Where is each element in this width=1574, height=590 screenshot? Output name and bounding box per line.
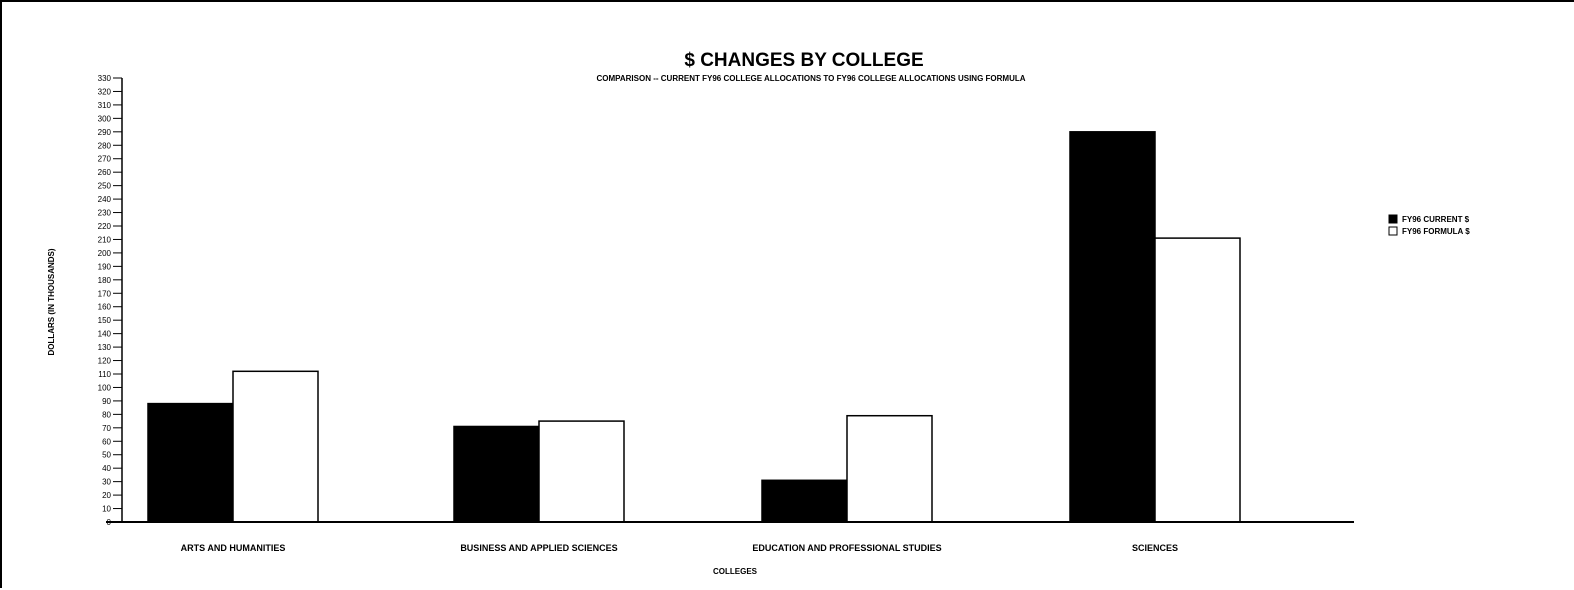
y-tick-label: 300 (98, 114, 112, 123)
y-tick-label: 290 (98, 128, 112, 137)
legend: FY96 CURRENT $ FY96 FORMULA $ (1388, 214, 1470, 236)
bar (538, 420, 625, 523)
y-tick-label: 100 (98, 383, 112, 392)
legend-swatch (1388, 214, 1398, 224)
y-tick-label: 20 (102, 491, 111, 500)
y-tick-label: 50 (102, 451, 111, 460)
y-tick-label: 120 (98, 357, 112, 366)
y-tick-label: 200 (98, 249, 112, 258)
y-tick-label: 250 (98, 182, 112, 191)
x-category-label: EDUCATION AND PROFESSIONAL STUDIES (752, 543, 941, 553)
y-tick-label: 70 (102, 424, 111, 433)
y-tick-label: 260 (98, 168, 112, 177)
y-tick-label: 110 (98, 370, 111, 379)
y-tick-label: 140 (98, 330, 112, 339)
y-tick-label: 240 (98, 195, 112, 204)
x-axis-title: COLLEGES (713, 567, 758, 576)
y-tick-label: 40 (102, 464, 111, 473)
bar (147, 402, 234, 523)
y-tick-label: 220 (98, 222, 112, 231)
x-category-label: BUSINESS AND APPLIED SCIENCES (460, 543, 617, 553)
y-tick-label: 160 (98, 303, 112, 312)
y-tick-label: 190 (98, 262, 112, 271)
y-tick-label: 280 (98, 141, 112, 150)
legend-label: FY96 FORMULA $ (1402, 227, 1470, 236)
y-tick-label: 80 (102, 410, 111, 419)
y-tick-label: 180 (98, 276, 112, 285)
bar (761, 479, 848, 523)
x-axis: ARTS AND HUMANITIES BUSINESS AND APPLIED … (106, 521, 1354, 553)
y-tick-label: 150 (98, 316, 112, 325)
y-tick-label: 330 (98, 74, 112, 83)
legend-label: FY96 CURRENT $ (1402, 215, 1470, 224)
y-tick-label: 10 (102, 505, 111, 514)
bar (1069, 131, 1156, 523)
y-tick-label: 130 (98, 343, 112, 352)
chart-subtitle: COMPARISON -- CURRENT FY96 COLLEGE ALLOC… (596, 74, 1025, 83)
x-category-label: SCIENCES (1132, 543, 1178, 553)
bar (232, 370, 319, 523)
bar (1154, 237, 1241, 523)
x-category-label: ARTS AND HUMANITIES (181, 543, 286, 553)
y-tick-label: 30 (102, 478, 111, 487)
bar (846, 414, 933, 523)
y-tick-label: 170 (98, 289, 112, 298)
y-axis-title: DOLLARS (IN THOUSANDS) (47, 248, 56, 355)
y-tick-label: 310 (98, 101, 112, 110)
bar (453, 425, 540, 523)
y-tick-label: 210 (98, 235, 112, 244)
y-tick-label: 230 (98, 209, 112, 218)
y-tick-label: 60 (102, 437, 111, 446)
chart-title: $ CHANGES BY COLLEGE (684, 50, 923, 71)
y-axis: 0102030405060708090100110120130140150160… (98, 74, 123, 527)
y-tick-label: 270 (98, 155, 112, 164)
y-tick-label: 90 (102, 397, 111, 406)
y-tick-label: 320 (98, 87, 112, 96)
legend-swatch (1388, 226, 1398, 236)
bars (147, 131, 1241, 523)
